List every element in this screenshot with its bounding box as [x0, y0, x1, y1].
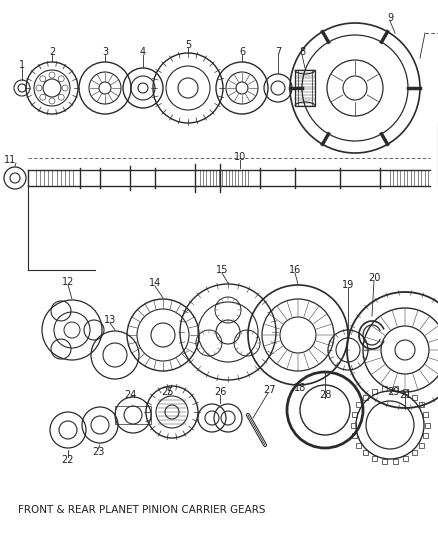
Text: 23: 23: [92, 447, 104, 457]
Bar: [115, 406, 151, 424]
Text: 22: 22: [62, 455, 74, 465]
Text: 6: 6: [239, 47, 245, 57]
Bar: [363, 450, 368, 456]
Text: 19: 19: [342, 280, 354, 290]
Text: 13: 13: [104, 315, 116, 325]
Bar: [372, 389, 377, 394]
Text: 25: 25: [162, 387, 174, 397]
Bar: [424, 423, 430, 427]
Bar: [412, 450, 417, 456]
Text: 4: 4: [140, 47, 146, 57]
Text: 29: 29: [387, 387, 399, 397]
Bar: [363, 394, 368, 400]
Text: 5: 5: [185, 40, 191, 50]
Bar: [393, 459, 398, 464]
Bar: [419, 442, 424, 448]
Bar: [403, 389, 408, 394]
Text: 8: 8: [299, 47, 305, 57]
Text: 12: 12: [62, 277, 74, 287]
Text: 26: 26: [214, 387, 226, 397]
Text: 27: 27: [264, 385, 276, 395]
Bar: [350, 423, 356, 427]
Bar: [412, 394, 417, 400]
Text: 16: 16: [289, 265, 301, 275]
Bar: [423, 412, 428, 417]
Bar: [419, 402, 424, 408]
Text: 2: 2: [49, 47, 55, 57]
Bar: [382, 459, 387, 464]
Bar: [357, 442, 361, 448]
Bar: [352, 433, 357, 438]
Text: 3: 3: [102, 47, 108, 57]
Bar: [372, 456, 377, 461]
Bar: [357, 402, 361, 408]
Text: 20: 20: [368, 273, 380, 283]
Text: 18: 18: [294, 383, 306, 393]
Bar: [298, 70, 312, 106]
Text: FRONT & REAR PLANET PINION CARRIER GEARS: FRONT & REAR PLANET PINION CARRIER GEARS: [18, 505, 265, 515]
Text: 15: 15: [216, 265, 228, 275]
Bar: [393, 386, 398, 391]
Text: 14: 14: [149, 278, 161, 288]
Text: 24: 24: [124, 390, 136, 400]
Bar: [423, 433, 428, 438]
Text: 21: 21: [399, 390, 411, 400]
Bar: [352, 412, 357, 417]
Text: 10: 10: [234, 152, 246, 162]
Text: 11: 11: [4, 155, 16, 165]
Bar: [382, 386, 387, 391]
Bar: [403, 456, 408, 461]
Text: 28: 28: [319, 390, 331, 400]
Text: 9: 9: [387, 13, 393, 23]
Text: 7: 7: [275, 47, 281, 57]
Text: 1: 1: [19, 60, 25, 70]
Bar: [295, 70, 315, 106]
